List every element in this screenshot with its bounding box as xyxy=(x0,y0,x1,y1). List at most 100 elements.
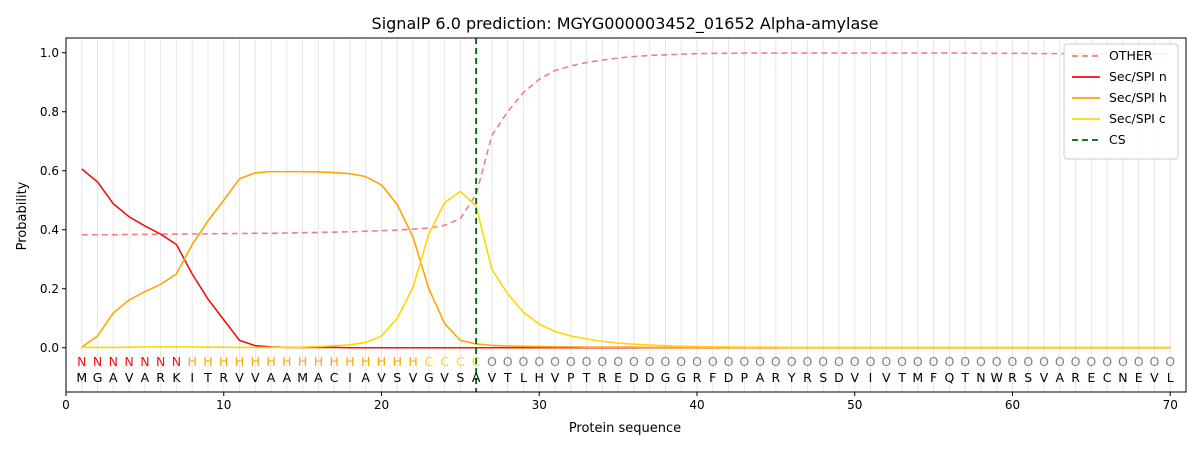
residue-label: G xyxy=(93,370,103,385)
region-label: O xyxy=(629,354,639,369)
residue-label: V xyxy=(882,370,891,385)
residue-label: S xyxy=(456,370,464,385)
residue-label: R xyxy=(803,370,812,385)
region-label: O xyxy=(692,354,702,369)
region-label: O xyxy=(676,354,686,369)
x-tick-label: 10 xyxy=(216,398,231,412)
region-label: O xyxy=(1039,354,1049,369)
residue-label: A xyxy=(361,370,370,385)
residue-label: A xyxy=(283,370,292,385)
residue-label: G xyxy=(676,370,686,385)
region-label: H xyxy=(314,354,323,369)
region-label: O xyxy=(519,354,529,369)
region-label: O xyxy=(1134,354,1144,369)
x-tick-label: 0 xyxy=(62,398,70,412)
residue-label: R xyxy=(693,370,702,385)
region-label: H xyxy=(203,354,212,369)
region-label: C xyxy=(440,354,449,369)
residue-label: V xyxy=(551,370,560,385)
y-tick-label: 0.6 xyxy=(40,164,59,178)
region-label: N xyxy=(109,354,118,369)
residue-grid xyxy=(81,38,1171,392)
region-label: O xyxy=(1023,354,1033,369)
residue-label: V xyxy=(409,370,418,385)
region-label: O xyxy=(787,354,797,369)
residue-label: T xyxy=(960,370,969,385)
region-label: O xyxy=(976,354,986,369)
x-tick-label: 30 xyxy=(532,398,547,412)
region-label: N xyxy=(172,354,181,369)
region-label: H xyxy=(266,354,275,369)
region-label: O xyxy=(944,354,954,369)
region-label: O xyxy=(1102,354,1112,369)
series-lines xyxy=(81,38,1171,392)
region-label: H xyxy=(329,354,338,369)
x-tick-label: 70 xyxy=(1163,398,1178,412)
region-label: O xyxy=(834,354,844,369)
residue-label: V xyxy=(440,370,449,385)
legend-label: Sec/SPI n xyxy=(1109,69,1167,84)
series-line-sec-spi-h xyxy=(81,170,1171,349)
residue-label: L xyxy=(1167,370,1174,385)
region-label: H xyxy=(408,354,417,369)
legend-label: CS xyxy=(1109,132,1126,147)
region-label: O xyxy=(960,354,970,369)
y-tick-label: 0.4 xyxy=(40,223,59,237)
region-label: O xyxy=(1150,354,1160,369)
residue-label: I xyxy=(348,370,352,385)
region-label: H xyxy=(219,354,228,369)
legend-label: OTHER xyxy=(1109,48,1153,63)
region-label: O xyxy=(487,354,497,369)
region-label: O xyxy=(913,354,923,369)
residue-label: R xyxy=(772,370,781,385)
y-tick-label: 0.2 xyxy=(40,282,59,296)
residue-label: M xyxy=(912,370,923,385)
residue-label: G xyxy=(661,370,671,385)
legend-label: Sec/SPI h xyxy=(1109,90,1167,105)
residue-label: V xyxy=(235,370,244,385)
residue-label: I xyxy=(190,370,194,385)
residue-label: N xyxy=(1118,370,1127,385)
sequence-annotation: NMNGNANVNANRNKHIHTHRHVHVHAHAHMHAHCHIHAHV… xyxy=(76,354,1175,385)
residue-label: D xyxy=(629,370,639,385)
region-label: O xyxy=(1008,354,1018,369)
residue-label: A xyxy=(141,370,150,385)
residue-label: S xyxy=(393,370,401,385)
y-tick-label: 0.0 xyxy=(40,341,59,355)
region-label: O xyxy=(881,354,891,369)
region-label: C xyxy=(456,354,465,369)
y-tick-label: 0.8 xyxy=(40,105,59,119)
residue-label: D xyxy=(645,370,655,385)
axes: 0 10 20 30 40 50 60 70 0.0 0.2 0.4 0.6 0.8 1.0 xyxy=(40,37,1187,412)
region-label: O xyxy=(597,354,607,369)
region-label: H xyxy=(235,354,244,369)
region-label: O xyxy=(897,354,907,369)
residue-label: E xyxy=(614,370,622,385)
region-label: O xyxy=(661,354,671,369)
residue-label: V xyxy=(488,370,497,385)
residue-label: M xyxy=(76,370,87,385)
region-label: O xyxy=(534,354,544,369)
x-tick-label: 20 xyxy=(374,398,389,412)
residue-label: T xyxy=(203,370,212,385)
x-tick-label: 60 xyxy=(1005,398,1020,412)
residue-label: V xyxy=(850,370,859,385)
legend-box xyxy=(1063,43,1179,160)
region-label: O xyxy=(708,354,718,369)
region-label: O xyxy=(802,354,812,369)
region-label: H xyxy=(187,354,196,369)
residue-label: T xyxy=(582,370,591,385)
residue-label: F xyxy=(709,370,716,385)
residue-label: V xyxy=(251,370,260,385)
region-label: H xyxy=(377,354,386,369)
residue-label: R xyxy=(1008,370,1017,385)
residue-label: V xyxy=(1040,370,1049,385)
residue-label: H xyxy=(535,370,544,385)
region-label: O xyxy=(1118,354,1128,369)
residue-label: I xyxy=(869,370,873,385)
residue-label: N xyxy=(976,370,985,385)
region-label: C xyxy=(472,354,481,369)
residue-label: M xyxy=(297,370,308,385)
residue-label: T xyxy=(503,370,512,385)
